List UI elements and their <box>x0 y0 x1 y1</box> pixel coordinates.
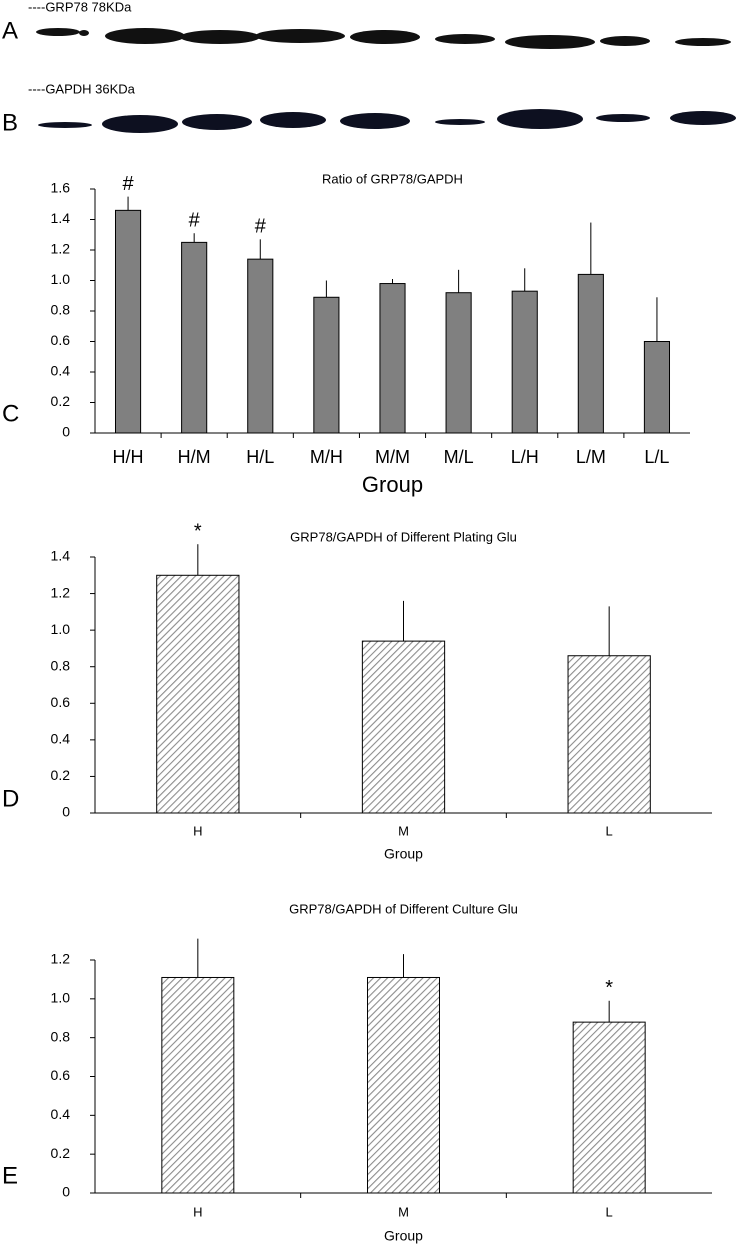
blot-label: ----GRP78 78KDa <box>28 0 132 14</box>
bar <box>114 209 142 434</box>
y-tick-label: 0.8 <box>51 1028 71 1044</box>
bar <box>313 296 340 434</box>
bar <box>379 283 406 434</box>
x-tick-label: M/H <box>310 447 343 467</box>
x-tick-label: M <box>398 823 409 838</box>
bar <box>511 290 538 434</box>
x-tick-label: L/M <box>576 447 606 467</box>
x-tick-label: H <box>193 1204 202 1219</box>
y-tick-label: 1.2 <box>51 951 71 967</box>
x-tick-label: H/L <box>246 447 274 467</box>
chart-title: Ratio of GRP78/GAPDH <box>322 171 463 186</box>
y-tick-label: 0.6 <box>51 1067 71 1083</box>
annotation: # <box>122 173 134 195</box>
y-tick-label: 0.6 <box>51 694 71 710</box>
x-tick-label: H/H <box>113 447 144 467</box>
panel-letter: D <box>2 785 19 812</box>
y-tick-label: 0 <box>62 1184 70 1200</box>
y-tick-label: 1.0 <box>51 271 71 287</box>
chart-title: GRP78/GAPDH of Different Culture Glu <box>289 901 518 916</box>
chart-title: GRP78/GAPDH of Different Plating Glu <box>290 529 517 544</box>
y-tick-label: 0 <box>62 424 70 440</box>
x-axis-label: Group <box>384 846 423 862</box>
y-tick-label: 0.4 <box>51 1106 71 1122</box>
bar <box>445 292 472 434</box>
x-axis-label: Group <box>362 472 423 497</box>
annotation: * <box>194 520 202 542</box>
y-tick-label: 0.4 <box>51 363 71 379</box>
panel-letter: B <box>2 109 18 136</box>
bar <box>367 976 440 1194</box>
x-axis-label: Group <box>384 1228 423 1244</box>
y-tick-label: 0.8 <box>51 302 71 318</box>
panel-letter: E <box>2 1162 18 1189</box>
x-tick-label: L/H <box>511 447 539 467</box>
x-tick-label: L/L <box>644 447 669 467</box>
panel-letter: A <box>2 17 18 44</box>
bar <box>361 640 446 814</box>
y-tick-label: 1.2 <box>51 241 71 257</box>
blot-bands <box>38 109 736 133</box>
blot-label: ----GAPDH 36KDa <box>28 81 136 96</box>
blot-bands <box>36 28 731 49</box>
x-tick-label: H <box>193 823 202 838</box>
y-tick-label: 0.2 <box>51 393 71 409</box>
bar <box>161 976 235 1194</box>
y-tick-label: 0.6 <box>51 332 71 348</box>
x-tick-label: M/M <box>375 447 410 467</box>
x-tick-label: L <box>606 823 613 838</box>
x-tick-label: M/L <box>444 447 474 467</box>
annotation: # <box>255 216 267 238</box>
y-tick-label: 1.0 <box>51 990 71 1006</box>
y-tick-label: 0.8 <box>51 657 71 673</box>
y-tick-label: 0.2 <box>51 767 71 783</box>
y-tick-label: 0 <box>62 804 70 820</box>
bar <box>156 574 240 814</box>
bar <box>643 341 671 434</box>
bar <box>247 258 274 434</box>
y-tick-label: 0.4 <box>51 731 71 747</box>
y-tick-label: 1.4 <box>51 210 71 226</box>
bar <box>181 241 208 434</box>
bar <box>577 273 604 434</box>
y-tick-label: 1.0 <box>51 621 71 637</box>
annotation: * <box>605 977 613 999</box>
x-tick-label: H/M <box>178 447 211 467</box>
y-tick-label: 1.6 <box>51 180 71 196</box>
bar <box>567 655 651 814</box>
y-tick-label: 1.4 <box>51 548 71 564</box>
panel-letter: C <box>2 400 19 427</box>
x-tick-label: L <box>606 1204 613 1219</box>
y-tick-label: 0.2 <box>51 1145 71 1161</box>
y-tick-label: 1.2 <box>51 584 71 600</box>
annotation: # <box>189 210 201 232</box>
bar <box>572 1021 646 1194</box>
x-tick-label: M <box>398 1204 409 1219</box>
